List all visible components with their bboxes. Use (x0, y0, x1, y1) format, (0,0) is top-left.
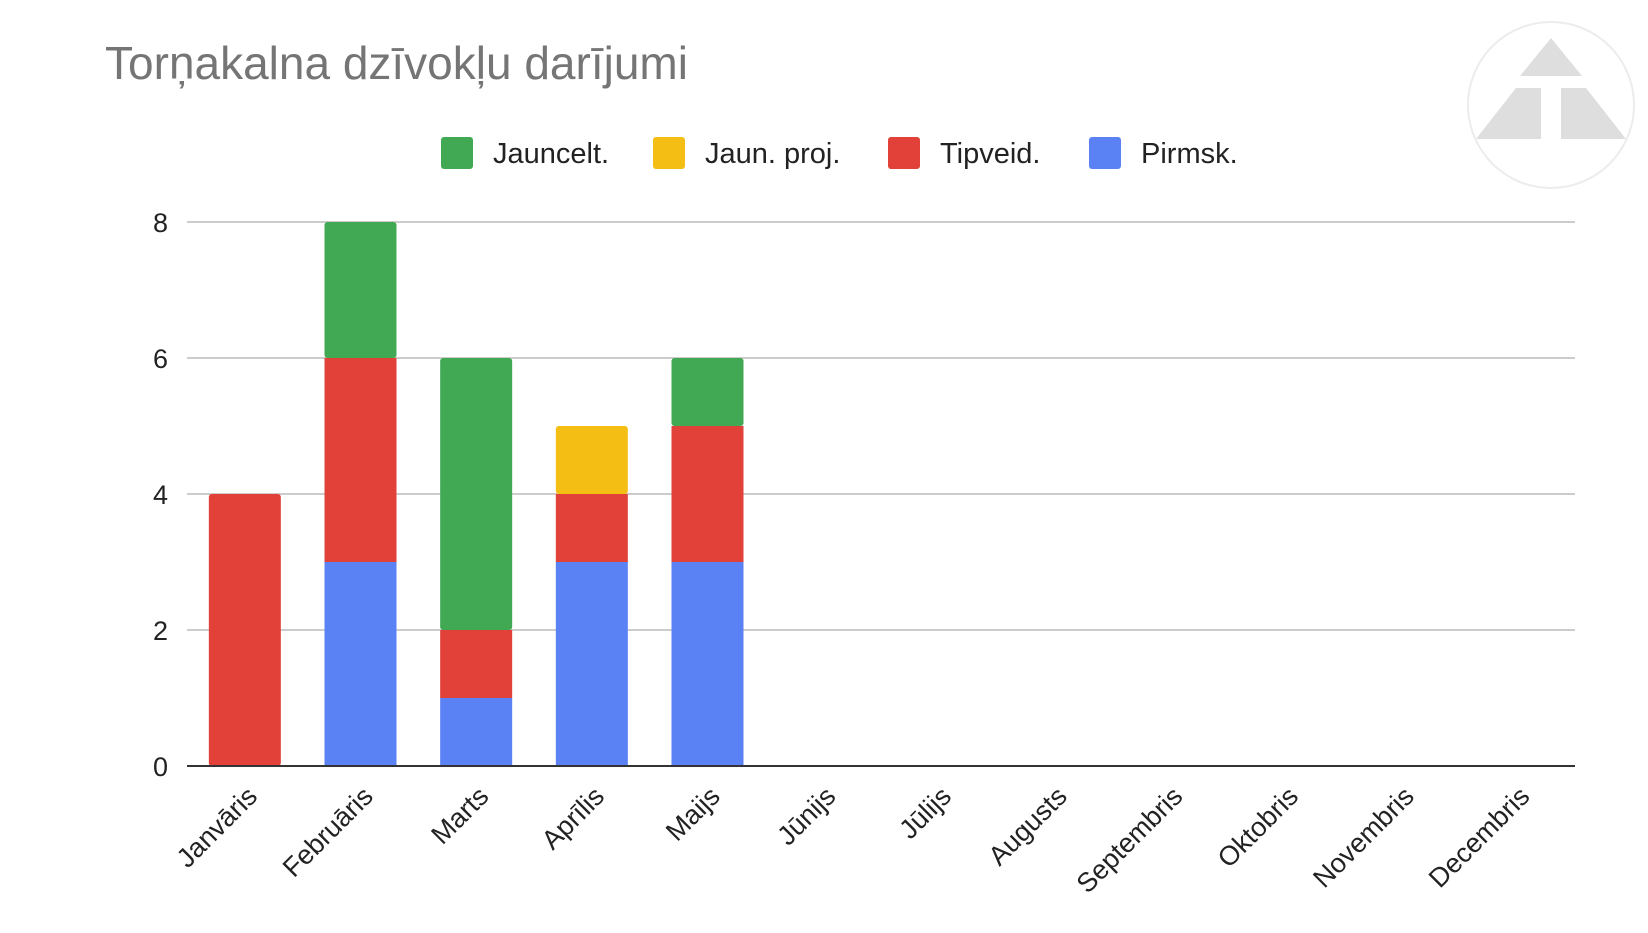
y-tick-label: 0 (153, 752, 168, 782)
legend: Jauncelt. Jaun. proj. Tipveid. Pirmsk. (441, 137, 1238, 170)
legend-label: Jauncelt. (493, 138, 609, 170)
x-tick-label: Maijs (660, 781, 726, 847)
x-tick-label: Aprīlis (536, 781, 610, 855)
bar-segment (671, 358, 744, 426)
y-tick-label: 8 (153, 208, 168, 238)
x-tick-label: Jūnijs (771, 781, 841, 851)
y-tick-label: 6 (153, 344, 168, 374)
bar-segment (671, 426, 744, 562)
x-tick-label: Novembris (1307, 781, 1419, 893)
triangle-logo-icon (1467, 21, 1635, 189)
legend-label: Jaun. proj. (705, 138, 840, 170)
bar-segment (440, 358, 513, 630)
x-tick-label: Augusts (983, 781, 1073, 871)
bar-segment (324, 222, 397, 358)
bar-segment (440, 630, 513, 698)
bar-segment (555, 562, 628, 766)
legend-swatch (1089, 137, 1121, 169)
bar-segment (208, 494, 281, 766)
legend-item: Jaun. proj. (653, 137, 840, 170)
bar-segment (324, 358, 397, 562)
x-tick-label: Oktobris (1212, 781, 1304, 873)
x-tick-label: Jūlijs (893, 781, 957, 845)
x-tick-label: Marts (425, 781, 494, 850)
bar-segment (324, 562, 397, 766)
bar-segment (555, 426, 628, 494)
y-tick-label: 2 (153, 616, 168, 646)
y-tick-label: 4 (153, 480, 168, 510)
chart-title: Torņakalna dzīvokļu darījumi (105, 37, 688, 89)
legend-swatch (888, 137, 920, 169)
legend-label: Pirmsk. (1141, 138, 1238, 170)
x-tick-label: Februāris (277, 781, 379, 883)
x-tick-label: Septembris (1071, 781, 1189, 899)
bar-segment (555, 494, 628, 562)
x-tick-label: Decembris (1423, 781, 1535, 893)
bar-segment (671, 562, 744, 766)
legend-item: Jauncelt. (441, 137, 609, 170)
legend-swatch (441, 137, 473, 169)
legend-item: Pirmsk. (1089, 137, 1238, 170)
gridlines (187, 221, 1575, 631)
x-tick-label: Janvāris (171, 781, 263, 873)
bar-segment (440, 698, 513, 766)
legend-label: Tipveid. (940, 138, 1040, 170)
legend-item: Tipveid. (888, 137, 1040, 170)
legend-swatch (653, 137, 685, 169)
bars (208, 222, 744, 766)
